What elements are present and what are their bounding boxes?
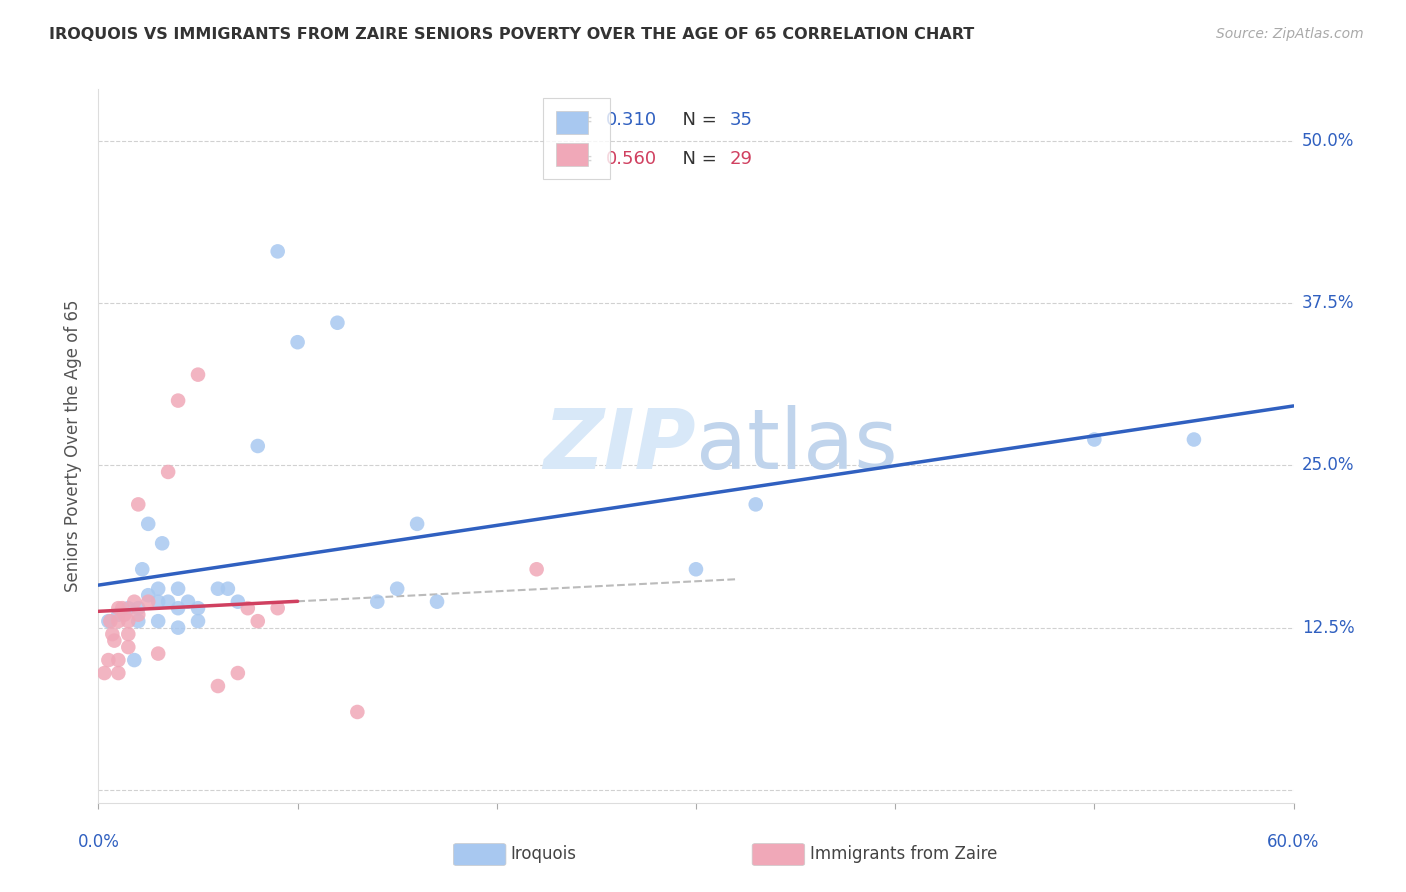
Point [217, 582, 239, 596]
Point [117, 627, 139, 641]
Point [127, 607, 149, 622]
Text: 0.310: 0.310 [606, 111, 657, 128]
Point [107, 614, 129, 628]
Text: 0.0%: 0.0% [77, 833, 120, 851]
Point [97, 653, 120, 667]
Point [127, 497, 149, 511]
Point [207, 582, 229, 596]
Text: Source: ZipAtlas.com: Source: ZipAtlas.com [1216, 27, 1364, 41]
Point [101, 627, 124, 641]
Point [167, 601, 190, 615]
Point [93, 666, 115, 681]
Text: R =: R = [561, 111, 599, 128]
Point [112, 607, 135, 622]
Point [226, 666, 249, 681]
Point [124, 595, 146, 609]
Point [326, 316, 349, 330]
Text: 12.5%: 12.5% [1302, 619, 1354, 637]
Text: 60.0%: 60.0% [1267, 833, 1320, 851]
Point [157, 595, 180, 609]
Point [236, 601, 259, 615]
Point [148, 614, 170, 628]
Legend: , : , [543, 98, 610, 179]
Point [685, 562, 707, 576]
Point [157, 465, 180, 479]
Text: 0.560: 0.560 [606, 150, 657, 168]
Y-axis label: Seniors Poverty Over the Age of 65: Seniors Poverty Over the Age of 65 [65, 300, 83, 592]
Text: 35: 35 [730, 111, 754, 128]
Point [167, 582, 190, 596]
Point [97, 614, 120, 628]
Point [111, 601, 134, 615]
Point [207, 679, 229, 693]
Point [526, 562, 548, 576]
Text: N =: N = [672, 150, 723, 168]
Text: 37.5%: 37.5% [1302, 294, 1354, 312]
Point [385, 582, 409, 596]
Point [131, 562, 153, 576]
Point [103, 633, 125, 648]
Point [148, 582, 170, 596]
Point [107, 666, 129, 681]
Point [117, 601, 139, 615]
Point [107, 607, 129, 622]
Point [167, 393, 190, 408]
Text: ZIP: ZIP [543, 406, 696, 486]
Text: Immigrants from Zaire: Immigrants from Zaire [810, 846, 997, 863]
Point [107, 601, 129, 615]
Point [246, 439, 269, 453]
Point [187, 601, 209, 615]
Point [148, 595, 170, 609]
Point [287, 335, 309, 350]
Point [406, 516, 429, 531]
Point [226, 595, 249, 609]
Text: Iroquois: Iroquois [510, 846, 576, 863]
Point [124, 653, 146, 667]
Point [246, 614, 269, 628]
FancyBboxPatch shape [752, 844, 804, 865]
Point [107, 653, 129, 667]
Point [150, 536, 173, 550]
Point [745, 497, 768, 511]
Point [117, 614, 139, 628]
Point [167, 621, 190, 635]
Text: N =: N = [672, 111, 723, 128]
Point [366, 595, 388, 609]
Text: R =: R = [561, 150, 599, 168]
Point [267, 601, 290, 615]
Point [127, 601, 149, 615]
Point [187, 368, 209, 382]
FancyBboxPatch shape [453, 844, 506, 865]
Point [117, 640, 139, 654]
Text: 25.0%: 25.0% [1302, 457, 1354, 475]
Text: IROQUOIS VS IMMIGRANTS FROM ZAIRE SENIORS POVERTY OVER THE AGE OF 65 CORRELATION: IROQUOIS VS IMMIGRANTS FROM ZAIRE SENIOR… [49, 27, 974, 42]
Point [1083, 433, 1105, 447]
Point [98, 614, 122, 628]
Text: 50.0%: 50.0% [1302, 132, 1354, 150]
Text: 29: 29 [730, 150, 754, 168]
Point [136, 588, 159, 602]
Point [426, 595, 449, 609]
Point [127, 614, 149, 628]
Point [267, 244, 290, 259]
Text: atlas: atlas [696, 406, 897, 486]
Point [177, 595, 200, 609]
Point [136, 595, 159, 609]
Point [346, 705, 368, 719]
Point [187, 614, 209, 628]
Point [148, 647, 170, 661]
Point [1182, 433, 1205, 447]
Point [136, 516, 159, 531]
